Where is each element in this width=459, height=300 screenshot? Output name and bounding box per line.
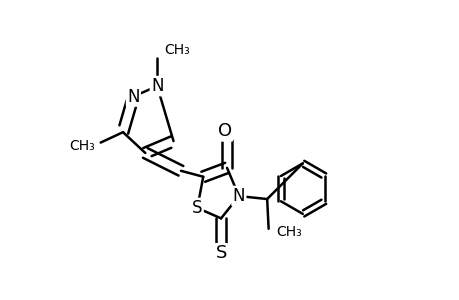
Text: N: N bbox=[232, 187, 245, 205]
Text: S: S bbox=[215, 244, 226, 262]
Text: CH₃: CH₃ bbox=[275, 225, 301, 239]
Text: S: S bbox=[192, 199, 202, 217]
Text: CH₃: CH₃ bbox=[164, 44, 190, 57]
Text: N: N bbox=[151, 77, 163, 95]
Text: CH₃: CH₃ bbox=[69, 139, 95, 152]
Text: N: N bbox=[127, 88, 140, 106]
Text: O: O bbox=[217, 122, 231, 140]
